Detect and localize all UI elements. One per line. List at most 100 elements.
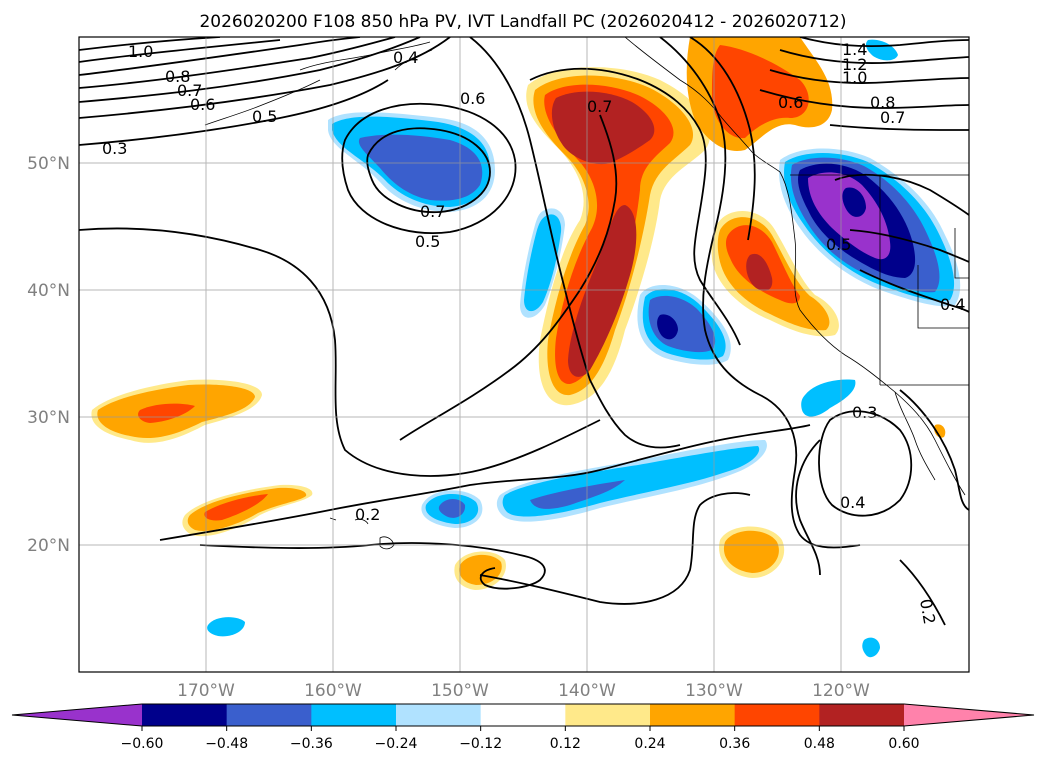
contour-east-2 — [659, 37, 861, 549]
contour-label: 0.3 — [852, 403, 877, 422]
contour-top-left-4 — [79, 37, 396, 89]
colorbar-swatch — [819, 704, 905, 726]
gridlines — [79, 37, 969, 672]
contour-south-4 — [899, 559, 946, 626]
contour-south-3 — [479, 492, 751, 605]
contour-central-ridge-2 — [399, 114, 618, 441]
negative-region-central-navy — [657, 314, 678, 340]
contour-label: 0.7 — [880, 108, 905, 127]
colorbar-tick-label: 0.48 — [804, 736, 835, 752]
contour-label: 0.6 — [778, 93, 803, 112]
lon-label: 120°W — [812, 681, 870, 701]
contour-top-left-1 — [79, 37, 221, 51]
negative-region-south-west — [207, 617, 245, 637]
lon-label: 130°W — [685, 681, 743, 701]
contour-label: 1.2 — [842, 55, 867, 74]
positive-region-northeast-red — [712, 45, 809, 139]
contour-low-inner-2 — [366, 127, 491, 214]
lon-label: 170°W — [177, 681, 235, 701]
contour-central-ridge — [529, 67, 741, 346]
contour-label: 0.5 — [826, 235, 851, 254]
contour-south — [159, 424, 811, 541]
colorbar-tick-label: −0.36 — [290, 736, 333, 752]
coastline-gulf-of-alaska — [624, 37, 781, 173]
colorbar-tick-label: −0.12 — [459, 736, 502, 752]
negative-region-baja — [801, 379, 856, 417]
contour-label: 0.7 — [587, 97, 612, 116]
contour-label: 1.0 — [128, 42, 153, 61]
map-frame — [78, 36, 970, 673]
contour-label: 0.6 — [190, 95, 215, 114]
contour-north-east-3 — [769, 69, 969, 84]
contour-south-2 — [199, 542, 546, 590]
map-panel: 1.0 0.8 0.7 0.6 0.5 0.3 0.4 0.6 0.7 0.5 … — [78, 36, 970, 673]
colorbar-swatch — [650, 704, 736, 726]
contour-label: 0.4 — [940, 295, 965, 314]
positive-region-southwest-red — [204, 494, 268, 521]
contour-label: 0.3 — [102, 139, 127, 158]
colorbar-tick-label: 0.36 — [719, 736, 750, 752]
positive-region-california-darkred — [746, 253, 773, 291]
contour-label: 0.8 — [870, 93, 895, 112]
colorbar-swatch — [226, 704, 312, 726]
contour-north-east-2 — [779, 49, 969, 64]
contour-big-loop — [469, 37, 681, 449]
coastline-baja-california — [894, 391, 936, 481]
contour-east-lobe-3 — [859, 269, 969, 313]
contour-label: 1.0 — [842, 68, 867, 87]
lon-label: 160°W — [304, 681, 362, 701]
positive-region-west-30n-red — [138, 403, 195, 423]
contour-north-east-1 — [799, 37, 969, 48]
positive-band-central-darkred-south — [568, 205, 637, 377]
contour-label: 1.4 — [842, 40, 867, 59]
contour-east-lobe — [834, 173, 969, 216]
negative-region-pacific-northwest-core — [842, 187, 866, 217]
negative-region-hawaii-west-blue — [438, 499, 466, 518]
contour-label: 0.5 — [415, 232, 440, 251]
contour-label: 0.2 — [355, 505, 380, 524]
colorbar-swatch — [734, 704, 820, 726]
contour-label: 0.7 — [177, 81, 202, 100]
contour-low-inner — [341, 102, 517, 234]
contour-label: 0.5 — [252, 107, 277, 126]
contour-top-left-7 — [79, 79, 389, 146]
contour-label: 0.4 — [840, 493, 865, 512]
contour-north-east-4 — [759, 89, 969, 109]
colorbar-swatch — [396, 704, 482, 726]
negative-region-pacific-northwest-purple — [808, 172, 891, 260]
contour-label: 0.4 — [393, 48, 418, 67]
contour-southeast-loop — [818, 410, 913, 517]
colorbar-swatch — [142, 704, 228, 726]
contour-east-lobe-2 — [849, 229, 969, 263]
contour-top-left-2 — [79, 39, 281, 63]
contour-top-left-6 — [79, 37, 451, 119]
colorbar-tick-label: −0.48 — [205, 736, 248, 752]
contour-top-left-3 — [79, 37, 361, 76]
contour-low-outer — [79, 227, 601, 477]
colorbar-tick-label: 0.24 — [634, 736, 665, 752]
colorbar-tick-label: 0.12 — [550, 736, 581, 752]
contour-label: 0.6 — [460, 89, 485, 108]
contour-label: 0.7 — [420, 202, 445, 221]
colorbar-swatch — [565, 704, 651, 726]
colorbar-tick-label: 0.60 — [888, 736, 919, 752]
coastline-north-america-west — [779, 171, 966, 496]
contour-label: 0.8 — [165, 67, 190, 86]
contour-north-east-5 — [829, 124, 969, 131]
negative-region-north-pacific-blue — [358, 134, 483, 201]
lat-label: 50°N — [27, 154, 70, 174]
colorbar-tick-label: −0.60 — [121, 736, 164, 752]
map-title: 2026020200 F108 850 hPa PV, IVT Landfall… — [199, 12, 846, 32]
contour-southeast-outer — [795, 389, 969, 576]
lat-label: 30°N — [27, 408, 70, 428]
contour-labels: 1.0 0.8 0.7 0.6 0.5 0.3 0.4 0.6 0.7 0.5 … — [102, 40, 965, 626]
lon-label: 140°W — [558, 681, 616, 701]
lat-labels: 50°N 40°N 30°N 20°N — [27, 154, 70, 556]
shading — [91, 37, 961, 658]
pv-contours — [79, 37, 969, 626]
contour-top-left-5 — [79, 37, 421, 103]
positive-band-central-darkred — [551, 91, 655, 165]
lat-label: 40°N — [27, 281, 70, 301]
colorbar-tick-label: −0.24 — [375, 736, 418, 752]
